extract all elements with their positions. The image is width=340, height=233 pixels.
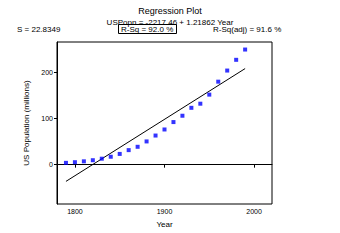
svg-text:US Population (millions): US Population (millions): [22, 80, 31, 166]
svg-text:0: 0: [49, 161, 53, 168]
svg-text:2000: 2000: [246, 208, 262, 215]
svg-text:S = 22.8349: S = 22.8349: [17, 25, 61, 34]
svg-text:Year: Year: [156, 220, 173, 229]
svg-text:R-Sq = 92.0 %: R-Sq = 92.0 %: [121, 25, 173, 34]
svg-text:1900: 1900: [157, 208, 173, 215]
svg-text:USPopn = -2217.46 + 1.21862 Ye: USPopn = -2217.46 + 1.21862 Year: [106, 17, 234, 27]
svg-text:200: 200: [41, 69, 53, 76]
svg-text:R-Sq(adj) = 91.6 %: R-Sq(adj) = 91.6 %: [213, 25, 281, 34]
svg-text:Regression Plot: Regression Plot: [138, 6, 202, 16]
svg-text:1800: 1800: [67, 208, 83, 215]
svg-text:100: 100: [41, 115, 53, 122]
